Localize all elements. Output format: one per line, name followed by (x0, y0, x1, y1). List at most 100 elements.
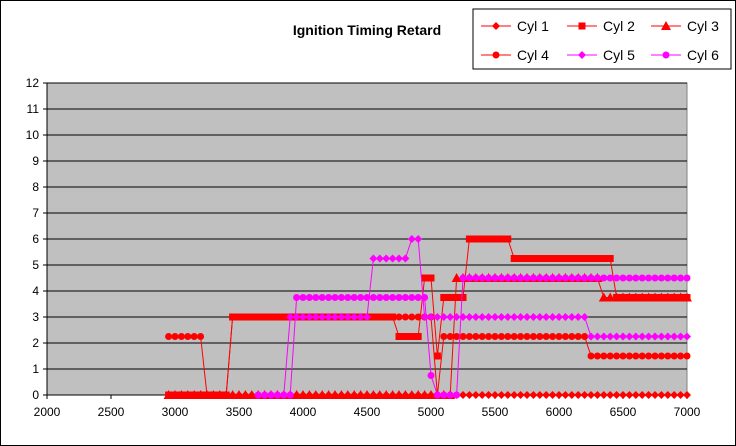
data-point (523, 255, 531, 262)
data-point (362, 390, 372, 399)
data-point (485, 274, 493, 282)
data-point (267, 391, 275, 399)
data-point (195, 390, 206, 399)
data-point (638, 352, 646, 360)
data-point (682, 292, 692, 302)
data-point (574, 333, 582, 340)
data-point (598, 292, 609, 302)
data-point (408, 333, 416, 340)
data-point (176, 390, 187, 399)
data-point (374, 390, 385, 399)
data-point (651, 391, 659, 399)
data-point (216, 391, 224, 399)
x-tick-label: 4000 (290, 405, 317, 419)
data-point (656, 292, 667, 302)
data-point (293, 294, 301, 301)
data-point (381, 390, 392, 399)
x-tick-label: 3500 (226, 405, 253, 419)
y-tick-label: 7 (32, 206, 39, 220)
data-point (312, 294, 320, 301)
data-point (664, 352, 672, 360)
data-point (632, 274, 640, 282)
data-point (683, 332, 691, 341)
data-point (478, 333, 486, 340)
data-point (229, 313, 237, 321)
data-point (542, 255, 550, 262)
data-point (446, 313, 455, 321)
data-point (612, 332, 621, 341)
data-point (561, 391, 570, 399)
data-point (209, 391, 217, 399)
data-point (433, 313, 442, 321)
data-point (465, 235, 473, 243)
data-point (644, 332, 653, 341)
data-point (446, 391, 454, 399)
data-point (451, 273, 462, 282)
data-point (650, 292, 660, 302)
data-point (549, 333, 557, 340)
data-point (606, 255, 614, 262)
data-point (587, 332, 595, 341)
data-point (387, 390, 398, 399)
legend-item: Cyl 2 (567, 18, 635, 34)
data-point (478, 391, 487, 399)
data-point (631, 332, 640, 341)
data-point (291, 390, 302, 399)
data-point (567, 391, 576, 399)
data-point (638, 391, 647, 399)
data-point (593, 352, 601, 360)
series-6 (254, 274, 691, 399)
data-point (336, 390, 347, 399)
data-point (663, 332, 672, 341)
data-point (516, 391, 525, 399)
data-point (651, 332, 659, 341)
data-point (536, 333, 544, 340)
data-point (574, 391, 583, 399)
data-point (484, 313, 493, 321)
data-point (510, 255, 518, 262)
data-point (529, 255, 537, 262)
data-point (645, 274, 653, 282)
data-point (298, 390, 308, 399)
x-tick-label: 5000 (418, 405, 445, 419)
data-point (330, 390, 340, 399)
data-point (407, 235, 416, 243)
data-point (459, 274, 467, 282)
data-point (549, 255, 557, 262)
data-point (555, 313, 563, 321)
data-point (491, 391, 499, 399)
data-point (664, 274, 672, 282)
data-point (523, 391, 531, 399)
data-point (529, 391, 538, 399)
data-point (606, 352, 614, 360)
data-point (555, 274, 563, 282)
data-point (171, 333, 179, 340)
data-point (408, 313, 416, 321)
data-point (401, 254, 410, 263)
data-point (644, 391, 653, 399)
data-point (497, 333, 505, 340)
data-point (426, 390, 436, 399)
data-point (504, 274, 512, 282)
data-point (414, 333, 422, 340)
y-tick-label: 0 (32, 388, 39, 402)
data-point (561, 313, 570, 321)
data-point (337, 313, 346, 321)
y-tick-label: 8 (32, 180, 39, 194)
data-point (536, 274, 544, 282)
data-point (542, 274, 550, 282)
data-point (568, 333, 576, 340)
data-point (670, 274, 678, 282)
data-point (400, 390, 411, 399)
data-point (273, 391, 281, 399)
data-point (368, 390, 379, 399)
data-point (536, 255, 544, 262)
data-point (304, 390, 315, 399)
x-tick-label: 6500 (610, 405, 637, 419)
data-point (613, 274, 621, 282)
data-point (197, 333, 205, 340)
legend-label: Cyl 1 (517, 18, 549, 34)
data-point (504, 333, 512, 340)
data-point (376, 313, 384, 321)
